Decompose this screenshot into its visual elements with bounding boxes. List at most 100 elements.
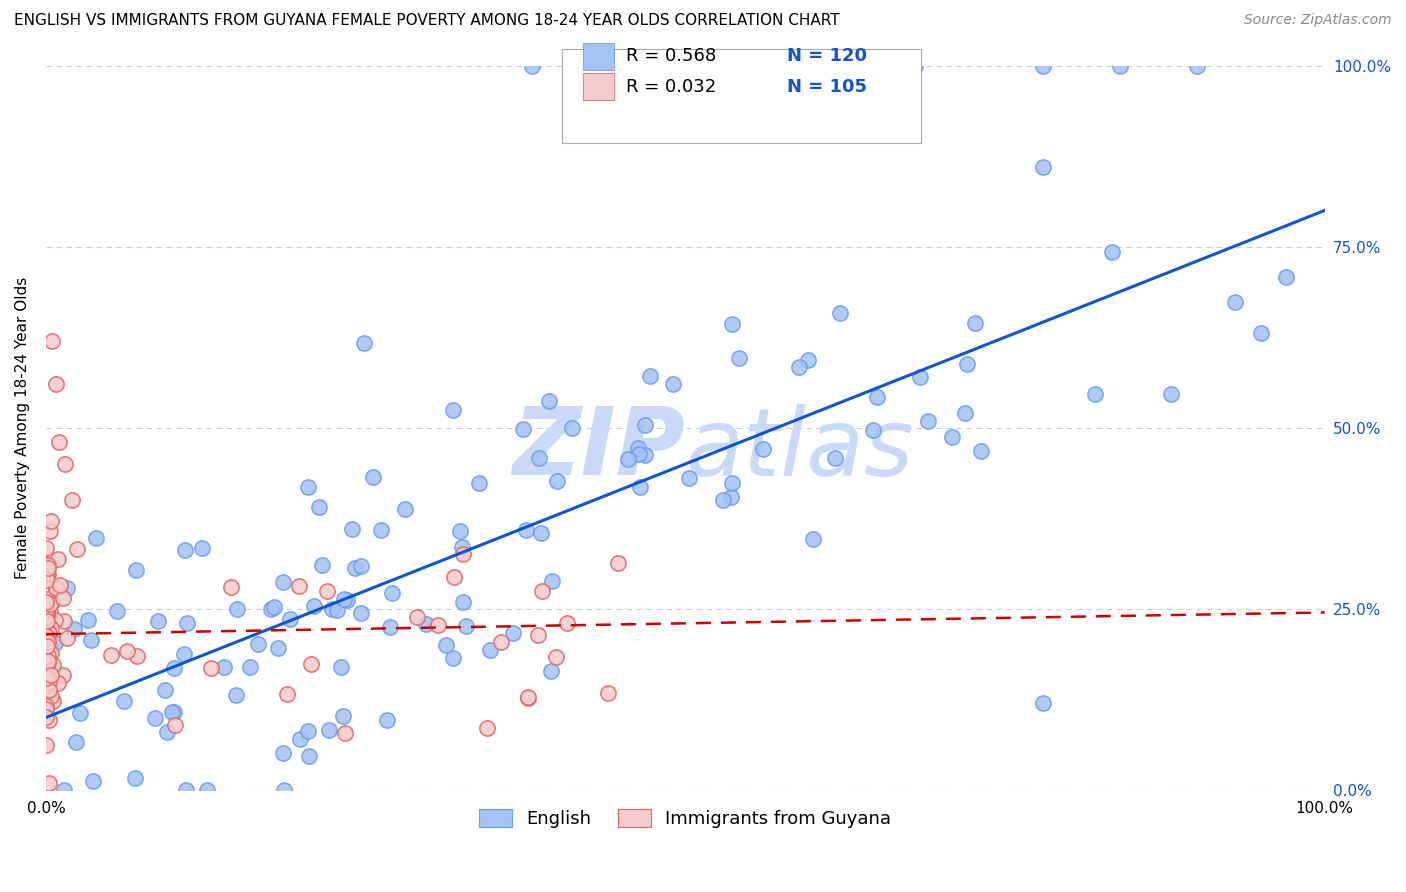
Point	[35, 681, 58, 695]
Point	[155, 682, 177, 697]
Point	[370, 523, 392, 537]
Point	[468, 476, 491, 491]
Point	[52, 591, 75, 606]
Point	[297, 723, 319, 738]
Point	[163, 705, 186, 719]
Point	[380, 620, 402, 634]
Point	[56, 632, 79, 646]
Point	[173, 647, 195, 661]
Point	[35, 573, 58, 587]
Point	[45, 581, 67, 595]
Point	[80, 633, 103, 648]
Point	[304, 599, 326, 613]
Point	[456, 619, 478, 633]
Text: ENGLISH VS IMMIGRANTS FROM GUYANA FEMALE POVERTY AMONG 18-24 YEAR OLDS CORRELATI: ENGLISH VS IMMIGRANTS FROM GUYANA FEMALE…	[14, 13, 839, 29]
Point	[941, 430, 963, 444]
Point	[824, 450, 846, 465]
Point	[37, 558, 59, 572]
Point	[443, 570, 465, 584]
Point	[321, 601, 343, 615]
Point	[45, 377, 67, 392]
Point	[598, 686, 620, 700]
Y-axis label: Female Poverty Among 18-24 Year Olds: Female Poverty Among 18-24 Year Olds	[15, 277, 30, 579]
Point	[353, 335, 375, 350]
Point	[560, 421, 582, 435]
Text: Source: ZipAtlas.com: Source: ZipAtlas.com	[1244, 13, 1392, 28]
Point	[520, 59, 543, 73]
Point	[479, 643, 502, 657]
Point	[125, 563, 148, 577]
Point	[42, 657, 65, 672]
Point	[37, 656, 59, 670]
Point	[44, 613, 66, 627]
Point	[517, 690, 540, 705]
Point	[39, 667, 62, 681]
Point	[163, 661, 186, 675]
Point	[628, 447, 651, 461]
Point	[44, 636, 66, 650]
Point	[405, 610, 427, 624]
Point	[530, 525, 553, 540]
Point	[394, 502, 416, 516]
Point	[260, 602, 283, 616]
Point	[37, 624, 59, 639]
Point	[1101, 244, 1123, 259]
Point	[797, 352, 820, 367]
Point	[48, 676, 70, 690]
Point	[200, 661, 222, 675]
Point	[212, 660, 235, 674]
Point	[489, 635, 512, 649]
Point	[381, 586, 404, 600]
Point	[607, 557, 630, 571]
Text: R = 0.032: R = 0.032	[626, 78, 716, 95]
Point	[1083, 387, 1105, 401]
Point	[801, 532, 824, 546]
Legend: English, Immigrants from Guyana: English, Immigrants from Guyana	[472, 801, 898, 835]
Point	[752, 442, 775, 457]
Point	[46, 552, 69, 566]
Point	[115, 644, 138, 658]
Point	[475, 721, 498, 735]
Point	[280, 612, 302, 626]
Point	[41, 621, 63, 635]
Point	[35, 617, 58, 632]
Point	[38, 775, 60, 789]
Point	[53, 457, 76, 471]
Point	[517, 690, 540, 705]
Point	[35, 588, 58, 602]
Point	[35, 620, 58, 634]
Point	[37, 561, 59, 575]
Point	[336, 592, 359, 607]
Point	[955, 406, 977, 420]
Point	[39, 524, 62, 539]
Point	[638, 369, 661, 384]
Point	[63, 622, 86, 636]
Point	[53, 783, 76, 797]
Point	[711, 493, 734, 508]
Point	[441, 651, 464, 665]
Point	[299, 657, 322, 671]
Point	[165, 718, 187, 732]
Point	[617, 451, 640, 466]
Point	[546, 474, 568, 488]
Point	[143, 711, 166, 725]
Point	[678, 471, 700, 485]
Point	[308, 500, 330, 515]
Point	[721, 318, 744, 332]
Point	[527, 628, 550, 642]
Point	[35, 607, 58, 622]
Point	[288, 731, 311, 746]
Point	[1185, 59, 1208, 73]
Point	[65, 541, 87, 556]
Point	[35, 637, 58, 651]
Point	[449, 524, 471, 538]
Point	[35, 671, 58, 685]
Point	[38, 675, 60, 690]
Point	[219, 580, 242, 594]
Point	[35, 606, 58, 620]
Point	[226, 602, 249, 616]
Point	[1223, 295, 1246, 310]
Point	[537, 394, 560, 409]
Point	[316, 584, 339, 599]
Point	[862, 423, 884, 437]
